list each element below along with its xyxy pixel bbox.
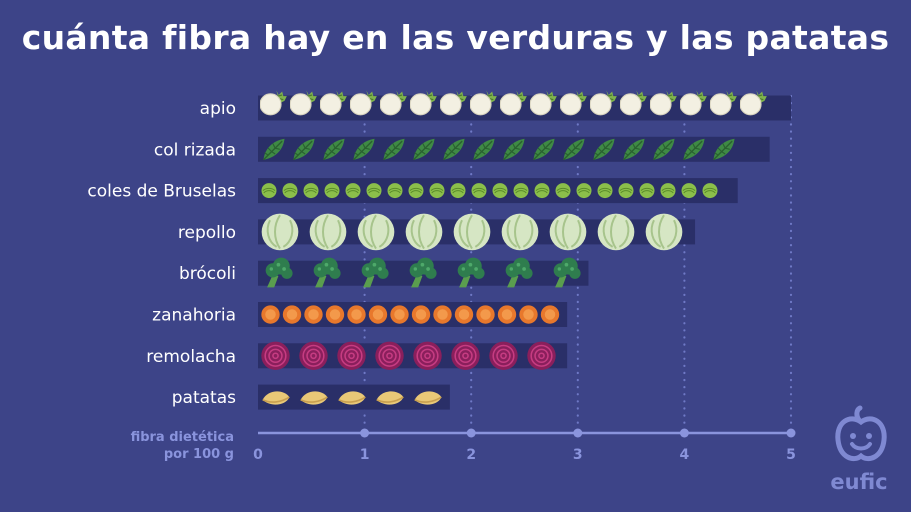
brussels-sprout-icon bbox=[596, 182, 614, 199]
cabbage-icon bbox=[500, 212, 540, 252]
beetroot-icon bbox=[336, 340, 367, 371]
carrot-slice-icon bbox=[540, 305, 560, 324]
beetroot-icon bbox=[374, 340, 405, 371]
eufic-apple-logo bbox=[835, 405, 887, 462]
brussels-sprout-icon bbox=[470, 182, 488, 199]
carrot-slice-icon bbox=[368, 305, 388, 324]
carrot-slice-icon bbox=[476, 305, 495, 324]
category-label: remolacha bbox=[146, 347, 236, 367]
brussels-sprout-icon bbox=[428, 182, 446, 199]
cabbage-icon bbox=[404, 212, 444, 252]
tick-label: 0 bbox=[253, 447, 263, 463]
category-label: patatas bbox=[172, 388, 236, 408]
bar-icons bbox=[260, 212, 684, 252]
carrot-slice-icon bbox=[325, 305, 345, 324]
category-labels: apio col rizada coles de Bruselas repollo br… bbox=[87, 99, 236, 408]
tick-dot bbox=[679, 428, 689, 438]
carrot-slice-icon bbox=[261, 305, 280, 324]
cabbage-icon bbox=[644, 212, 684, 252]
cabbage-icon bbox=[452, 212, 492, 252]
brussels-sprout-icon bbox=[344, 182, 362, 199]
tick-dot bbox=[360, 428, 370, 438]
brussels-sprout-icon bbox=[491, 182, 509, 199]
brussels-sprout-icon bbox=[323, 182, 341, 199]
category-label: brócoli bbox=[179, 264, 236, 284]
brussels-sprout-icon bbox=[365, 182, 383, 199]
category-label: repollo bbox=[178, 223, 236, 243]
tick-dot bbox=[573, 428, 583, 438]
axis-title-line: por 100 g bbox=[164, 447, 234, 462]
category-label: apio bbox=[200, 99, 236, 119]
carrot-slice-icon bbox=[390, 305, 409, 324]
beetroot-icon bbox=[526, 340, 557, 371]
brand-wordmark: eufic bbox=[830, 470, 888, 494]
tick-label: 1 bbox=[360, 447, 370, 463]
brussels-sprout-icon bbox=[386, 182, 404, 199]
carrot-slice-icon bbox=[304, 305, 323, 324]
carrot-slice-icon bbox=[282, 305, 302, 324]
beetroot-icon bbox=[450, 340, 481, 371]
brussels-sprout-icon bbox=[680, 182, 698, 199]
carrot-slice-icon bbox=[433, 305, 452, 324]
brussels-sprout-icon bbox=[449, 182, 467, 199]
beetroot-icon bbox=[488, 340, 519, 371]
beetroot-icon bbox=[298, 340, 329, 371]
brussels-sprout-icon bbox=[701, 182, 719, 199]
brussels-sprout-icon bbox=[617, 182, 635, 199]
brussels-sprout-icon bbox=[659, 182, 677, 199]
tick-label: 3 bbox=[573, 447, 583, 463]
brussels-sprout-icon bbox=[575, 182, 593, 199]
carrot-slice-icon bbox=[497, 305, 517, 324]
category-label: coles de Bruselas bbox=[87, 182, 236, 202]
brussels-sprout-icon bbox=[302, 182, 320, 199]
brussels-sprout-icon bbox=[407, 182, 425, 199]
grid-lines bbox=[363, 94, 793, 429]
axis-title-line: fibra dietética bbox=[131, 430, 234, 445]
tick-dot bbox=[466, 428, 476, 438]
tick-label: 2 bbox=[466, 447, 476, 463]
chart-title: cuánta fibra hay en las verduras y las p… bbox=[21, 18, 890, 57]
carrot-slice-icon bbox=[347, 305, 366, 324]
bars-layer bbox=[258, 89, 791, 410]
beetroot-icon bbox=[260, 340, 291, 371]
brussels-sprout-icon bbox=[512, 182, 530, 199]
brussels-sprout-icon bbox=[260, 182, 278, 199]
carrot-slice-icon bbox=[411, 305, 431, 324]
beetroot-icon bbox=[412, 340, 443, 371]
carrot-slice-icon bbox=[454, 305, 474, 324]
brussels-sprout-icon bbox=[554, 182, 572, 199]
bar-icons bbox=[260, 89, 768, 116]
cabbage-icon bbox=[308, 212, 348, 252]
brussels-sprout-icon bbox=[638, 182, 656, 199]
carrot-slice-icon bbox=[519, 305, 538, 324]
x-axis: 0 1 2 3 4 5 bbox=[253, 428, 796, 463]
tick-label: 4 bbox=[680, 447, 690, 463]
brussels-sprout-icon bbox=[281, 182, 299, 199]
cabbage-icon bbox=[356, 212, 396, 252]
tick-label: 5 bbox=[786, 447, 796, 463]
category-label: col rizada bbox=[154, 140, 236, 160]
cabbage-icon bbox=[548, 212, 588, 252]
tick-dot bbox=[786, 428, 796, 438]
cabbage-icon bbox=[260, 212, 300, 252]
x-axis-title: fibra dietética por 100 g bbox=[131, 430, 234, 462]
brussels-sprout-icon bbox=[533, 182, 551, 199]
cabbage-icon bbox=[596, 212, 636, 252]
category-label: zanahoria bbox=[152, 306, 236, 326]
